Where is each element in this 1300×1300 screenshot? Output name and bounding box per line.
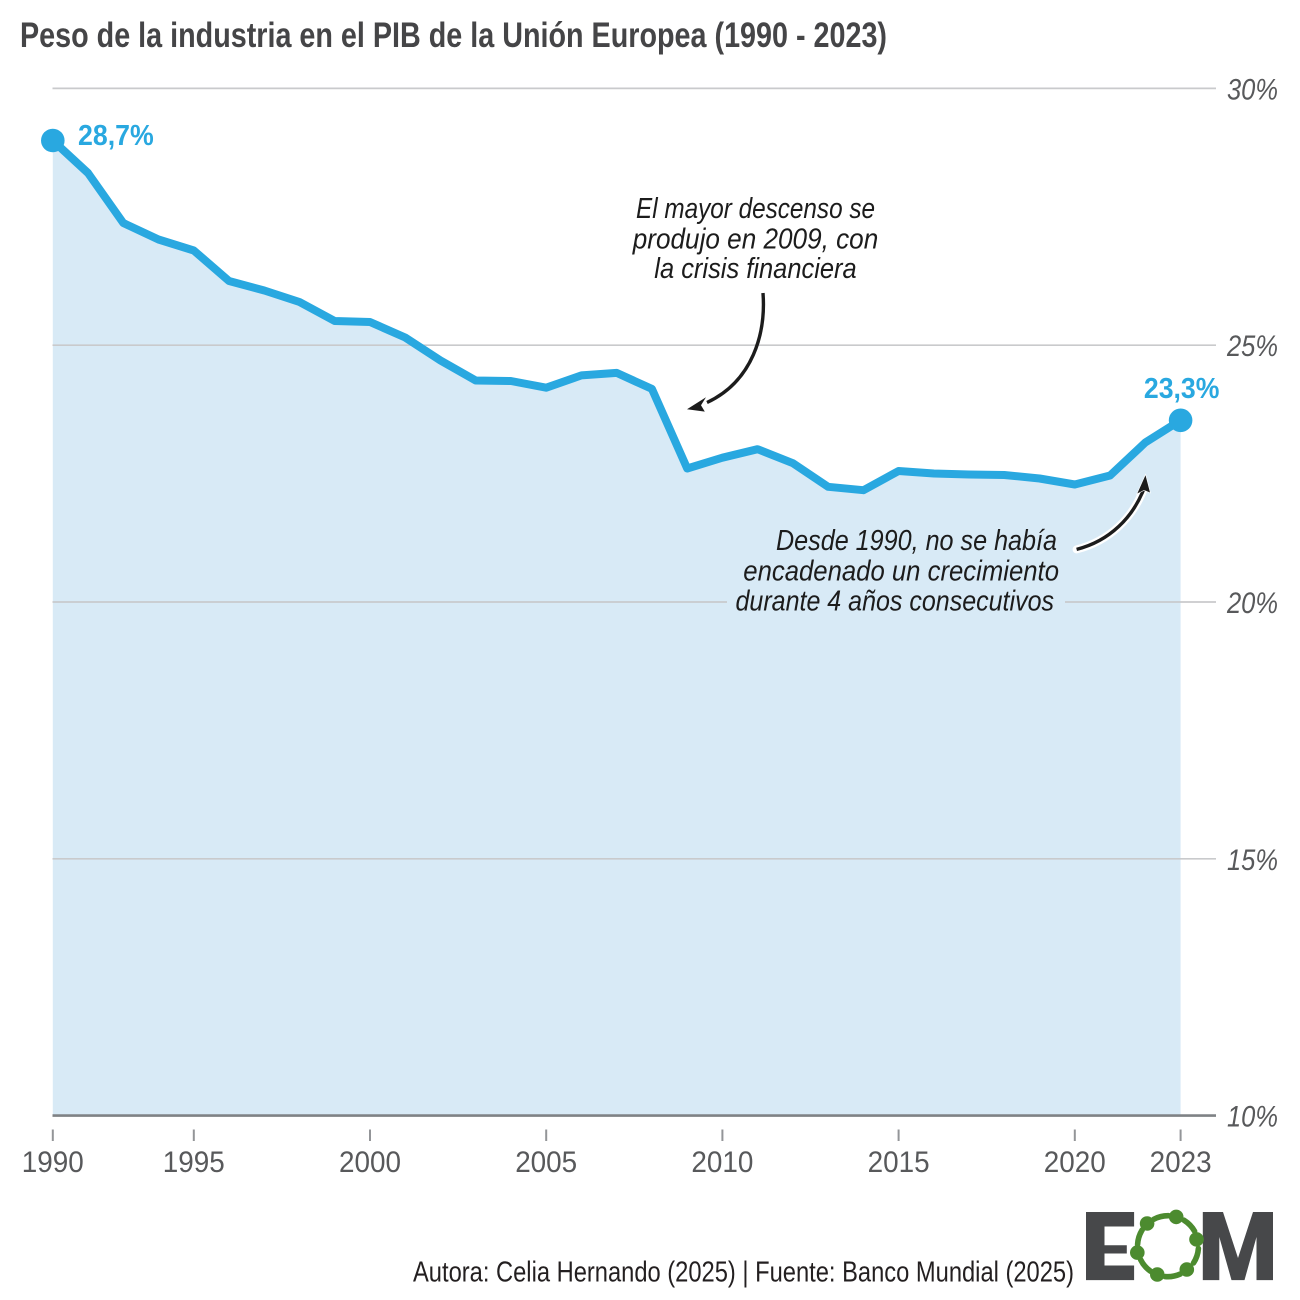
svg-text:Peso de la industria en el PIB: Peso de la industria en el PIB de la Uni… [20, 15, 887, 55]
svg-text:2020: 2020 [1044, 1146, 1106, 1179]
svg-text:2023: 2023 [1150, 1146, 1212, 1179]
svg-text:10%: 10% [1227, 1101, 1278, 1134]
svg-text:15%: 15% [1227, 844, 1278, 877]
svg-text:1990: 1990 [22, 1146, 84, 1179]
svg-text:durante 4 años consecutivos: durante 4 años consecutivos [736, 586, 1055, 618]
svg-text:2000: 2000 [339, 1146, 401, 1179]
svg-text:28,7%: 28,7% [78, 120, 154, 152]
svg-text:Desde 1990, no se había: Desde 1990, no se había [776, 525, 1057, 557]
svg-text:1995: 1995 [163, 1146, 225, 1179]
svg-text:30%: 30% [1227, 73, 1278, 106]
svg-text:23,3%: 23,3% [1144, 373, 1220, 405]
svg-text:2005: 2005 [515, 1146, 577, 1179]
svg-text:encadenado un crecimiento: encadenado un crecimiento [743, 555, 1059, 587]
svg-text:2010: 2010 [691, 1146, 753, 1179]
svg-text:la crisis financiera: la crisis financiera [654, 253, 856, 285]
svg-text:25%: 25% [1226, 330, 1278, 363]
svg-text:El mayor descenso se: El mayor descenso se [636, 193, 875, 225]
svg-text:Autora: Celia Hernando (2025): Autora: Celia Hernando (2025) | Fuente: … [413, 1257, 1074, 1289]
svg-text:2015: 2015 [868, 1146, 930, 1179]
svg-text:produjo en 2009, con: produjo en 2009, con [632, 224, 878, 256]
svg-text:20%: 20% [1226, 587, 1278, 620]
